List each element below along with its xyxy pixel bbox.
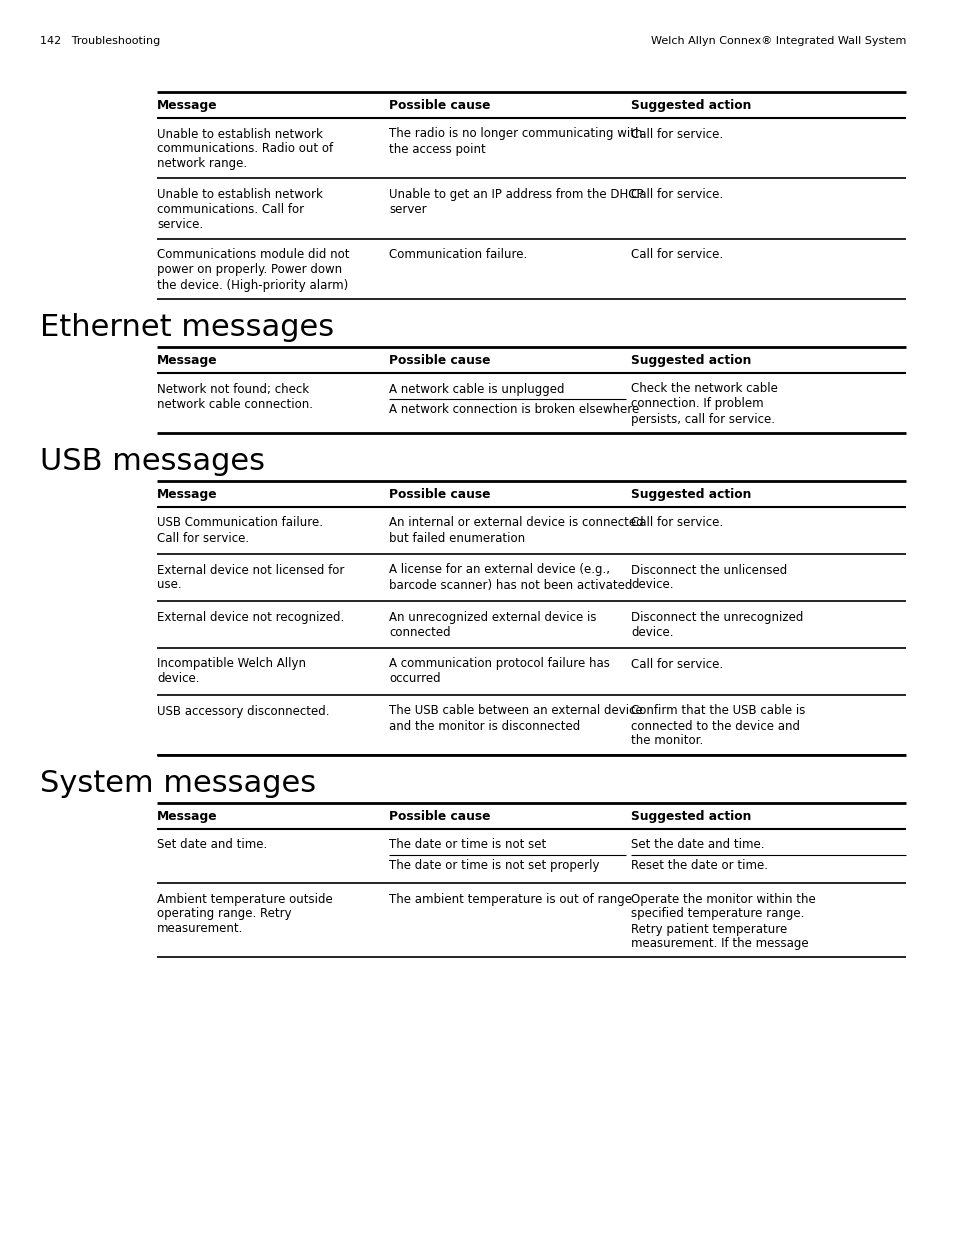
Text: Set the date and time.: Set the date and time. bbox=[630, 839, 763, 851]
Text: An unrecognized external device is
connected: An unrecognized external device is conne… bbox=[389, 610, 596, 638]
Text: USB Communication failure.
Call for service.: USB Communication failure. Call for serv… bbox=[157, 516, 323, 545]
Text: Check the network cable
connection. If problem
persists, call for service.: Check the network cable connection. If p… bbox=[630, 383, 777, 426]
Text: Communications module did not
power on properly. Power down
the device. (High-pr: Communications module did not power on p… bbox=[157, 248, 349, 291]
Text: The date or time is not set properly: The date or time is not set properly bbox=[389, 860, 598, 872]
Text: External device not recognized.: External device not recognized. bbox=[157, 610, 344, 624]
Text: Confirm that the USB cable is
connected to the device and
the monitor.: Confirm that the USB cable is connected … bbox=[630, 704, 804, 747]
Text: Incompatible Welch Allyn
device.: Incompatible Welch Allyn device. bbox=[157, 657, 306, 685]
Text: Suggested action: Suggested action bbox=[630, 488, 751, 501]
Text: USB accessory disconnected.: USB accessory disconnected. bbox=[157, 704, 329, 718]
Text: Call for service.: Call for service. bbox=[630, 248, 722, 262]
Text: A communication protocol failure has
occurred: A communication protocol failure has occ… bbox=[389, 657, 609, 685]
Text: Call for service.: Call for service. bbox=[630, 516, 722, 530]
Text: Possible cause: Possible cause bbox=[389, 488, 490, 501]
Text: Set date and time.: Set date and time. bbox=[157, 839, 267, 851]
Text: System messages: System messages bbox=[40, 769, 315, 798]
Text: External device not licensed for
use.: External device not licensed for use. bbox=[157, 563, 344, 592]
Text: Network not found; check
network cable connection.: Network not found; check network cable c… bbox=[157, 383, 313, 410]
Text: The ambient temperature is out of range: The ambient temperature is out of range bbox=[389, 893, 631, 905]
Text: Possible cause: Possible cause bbox=[389, 99, 490, 112]
Text: Disconnect the unrecognized
device.: Disconnect the unrecognized device. bbox=[630, 610, 802, 638]
Text: Welch Allyn Connex® Integrated Wall System: Welch Allyn Connex® Integrated Wall Syst… bbox=[650, 36, 905, 46]
Text: Message: Message bbox=[157, 810, 217, 823]
Text: Call for service.: Call for service. bbox=[630, 188, 722, 201]
Text: Communication failure.: Communication failure. bbox=[389, 248, 527, 262]
Text: Suggested action: Suggested action bbox=[630, 810, 751, 823]
Text: Suggested action: Suggested action bbox=[630, 99, 751, 112]
Text: Call for service.: Call for service. bbox=[630, 127, 722, 141]
Text: Disconnect the unlicensed
device.: Disconnect the unlicensed device. bbox=[630, 563, 786, 592]
Text: A network cable is unplugged: A network cable is unplugged bbox=[389, 383, 564, 395]
Text: Possible cause: Possible cause bbox=[389, 354, 490, 367]
Text: A license for an external device (e.g.,
barcode scanner) has not been activated: A license for an external device (e.g., … bbox=[389, 563, 632, 592]
Text: Possible cause: Possible cause bbox=[389, 810, 490, 823]
Text: Message: Message bbox=[157, 99, 217, 112]
Text: An internal or external device is connected
but failed enumeration: An internal or external device is connec… bbox=[389, 516, 643, 545]
Text: The radio is no longer communicating with
the access point: The radio is no longer communicating wit… bbox=[389, 127, 641, 156]
Text: Unable to establish network
communications. Call for
service.: Unable to establish network communicatio… bbox=[157, 188, 322, 231]
Text: Call for service.: Call for service. bbox=[630, 657, 722, 671]
Text: Suggested action: Suggested action bbox=[630, 354, 751, 367]
Text: Unable to get an IP address from the DHCP
server: Unable to get an IP address from the DHC… bbox=[389, 188, 643, 216]
Text: The date or time is not set: The date or time is not set bbox=[389, 839, 546, 851]
Text: 142   Troubleshooting: 142 Troubleshooting bbox=[40, 36, 160, 46]
Text: USB messages: USB messages bbox=[40, 447, 265, 475]
Text: Reset the date or time.: Reset the date or time. bbox=[630, 860, 767, 872]
Text: Operate the monitor within the
specified temperature range.
Retry patient temper: Operate the monitor within the specified… bbox=[630, 893, 815, 951]
Text: Ambient temperature outside
operating range. Retry
measurement.: Ambient temperature outside operating ra… bbox=[157, 893, 333, 935]
Text: Unable to establish network
communications. Radio out of
network range.: Unable to establish network communicatio… bbox=[157, 127, 333, 170]
Text: Ethernet messages: Ethernet messages bbox=[40, 312, 334, 342]
Text: Message: Message bbox=[157, 488, 217, 501]
Text: A network connection is broken elsewhere: A network connection is broken elsewhere bbox=[389, 403, 639, 416]
Text: The USB cable between an external device
and the monitor is disconnected: The USB cable between an external device… bbox=[389, 704, 642, 732]
Text: Message: Message bbox=[157, 354, 217, 367]
